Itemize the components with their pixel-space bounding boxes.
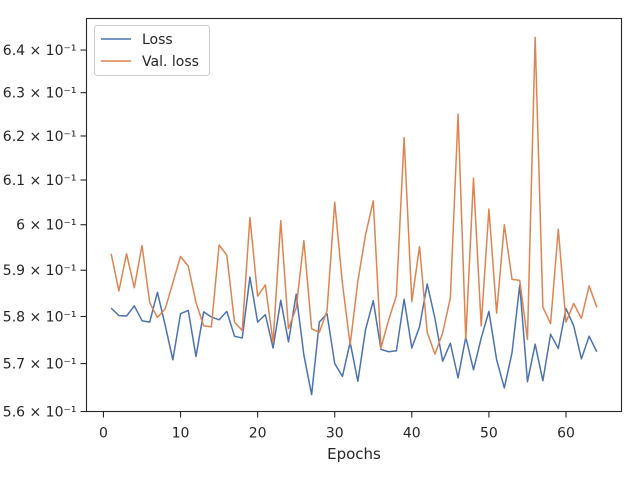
y-tick-label: 6.2 × 10⁻¹ xyxy=(3,129,77,145)
x-axis: 0 10 20 30 40 50 60 xyxy=(99,411,575,442)
y-tick-label: 5.9 × 10⁻¹ xyxy=(3,263,77,279)
y-axis: 5.6 × 10⁻¹ 5.7 × 10⁻¹ 5.8 × 10⁻¹ 5.9 × 10⁻¹… xyxy=(3,43,87,421)
plot-frame xyxy=(85,17,623,413)
plot-lines xyxy=(110,36,598,396)
x-tick-label: 50 xyxy=(480,426,498,442)
y-tick-label: 5.7 × 10⁻¹ xyxy=(3,357,77,373)
x-tick-label: 40 xyxy=(403,426,421,442)
x-tick-label: 60 xyxy=(557,426,575,442)
x-tick-label: 20 xyxy=(249,426,267,442)
x-tick-label: 10 xyxy=(172,426,190,442)
legend-box xyxy=(94,25,210,76)
y-tick-label: 6.1 × 10⁻¹ xyxy=(3,173,77,189)
legend: Loss Val. loss xyxy=(94,25,210,76)
series-line-loss xyxy=(110,276,598,396)
legend-label: Loss xyxy=(142,32,173,48)
y-tick-label: 5.6 × 10⁻¹ xyxy=(3,405,77,421)
x-axis-label: Epochs xyxy=(327,445,381,463)
legend-label: Val. loss xyxy=(142,54,199,70)
y-tick-label: 6 × 10⁻¹ xyxy=(16,218,76,234)
y-tick-label: 5.8 × 10⁻¹ xyxy=(3,310,77,326)
x-tick-label: 30 xyxy=(326,426,344,442)
y-tick-label: 6.3 × 10⁻¹ xyxy=(3,86,77,102)
series-line-val-loss xyxy=(110,36,598,355)
x-tick-label: 0 xyxy=(99,426,108,442)
y-tick-label: 6.4 × 10⁻¹ xyxy=(3,43,77,59)
